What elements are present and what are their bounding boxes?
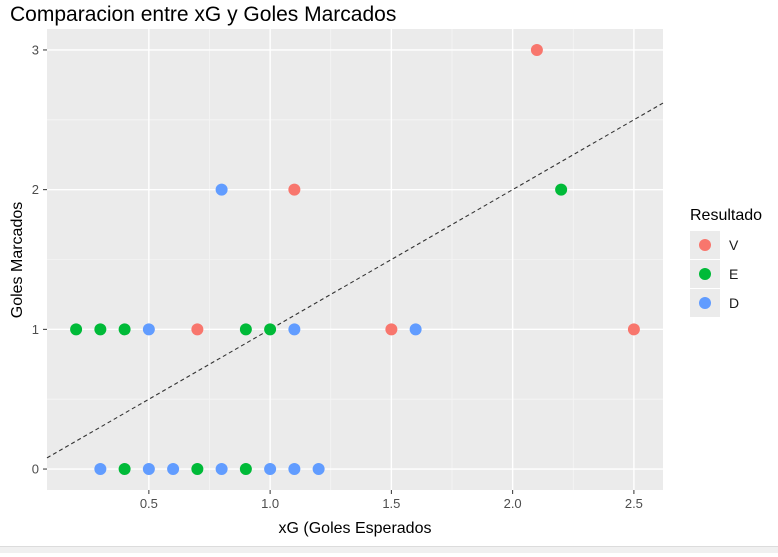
scatter-point-D (142, 463, 155, 476)
grid-minor-lines (47, 29, 663, 490)
scatter-point-E (239, 323, 252, 336)
scatter-point-D (409, 323, 422, 336)
scatter-point-E (70, 323, 83, 336)
legend: Resultado VED (690, 207, 762, 317)
scatter-point-E (264, 323, 277, 336)
x-tick-label: 1.0 (261, 496, 279, 511)
scatter-point-V (191, 323, 204, 336)
y-tick-label: 0 (32, 462, 39, 477)
legend-label-D: D (729, 295, 739, 311)
y-tick-label: 2 (32, 182, 39, 197)
x-tick-label: 1.5 (382, 496, 400, 511)
scatter-point-E (555, 183, 568, 196)
window-bottom-strip (0, 546, 778, 553)
x-axis-title: xG (Goles Esperados (279, 520, 432, 537)
legend-entries: VED (690, 231, 739, 317)
x-axis-ticks: 0.5 1.0 1.5 2.0 2.5 (140, 490, 643, 511)
scatter-point-V (627, 323, 640, 336)
scatter-point-D (264, 463, 277, 476)
scatter-point-E (191, 463, 204, 476)
scatter-point-E (118, 463, 131, 476)
y-tick-label: 3 (32, 42, 39, 57)
chart-title: Comparacion entre xG y Goles Marcados (10, 3, 396, 26)
scatter-point-D (215, 183, 228, 196)
x-tick-label: 2.5 (625, 496, 643, 511)
legend-label-V: V (729, 237, 739, 253)
scatter-point-D (167, 463, 180, 476)
grid-major-lines (47, 29, 663, 490)
legend-key-E (699, 268, 711, 280)
legend-key-V (699, 239, 711, 251)
scatter-point-D (288, 323, 301, 336)
legend-key-D (699, 297, 711, 309)
scatter-point-D (215, 463, 228, 476)
scatter-point-E (239, 463, 252, 476)
points-layer (70, 43, 640, 476)
y-axis-title: Goles Marcados (9, 202, 26, 319)
legend-title: Resultado (690, 207, 762, 224)
scatter-point-D (288, 463, 301, 476)
x-tick-label: 0.5 (140, 496, 158, 511)
legend-label-E: E (729, 266, 738, 282)
x-tick-label: 2.0 (504, 496, 522, 511)
scatter-point-V (288, 183, 301, 196)
y-axis-ticks: 0 1 2 3 (32, 42, 47, 477)
scatter-point-V (385, 323, 398, 336)
scatter-point-D (94, 463, 107, 476)
y-tick-label: 1 (32, 322, 39, 337)
scatter-point-V (530, 43, 543, 56)
scatter-point-E (118, 323, 131, 336)
scatter-point-D (142, 323, 155, 336)
scatter-point-E (94, 323, 107, 336)
scatter-point-D (312, 463, 325, 476)
